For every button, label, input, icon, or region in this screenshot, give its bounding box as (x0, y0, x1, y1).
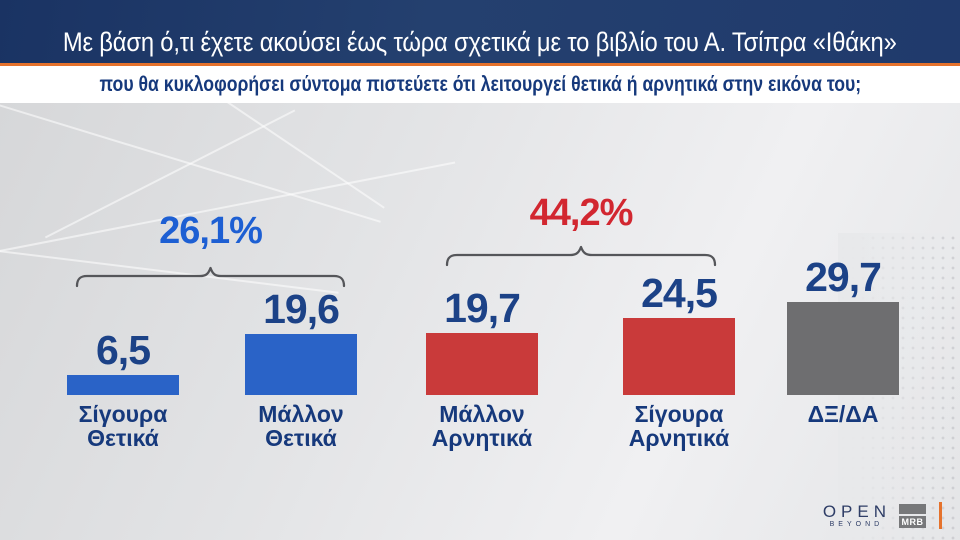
bar-category-label: ΔΞ/ΔΑ (750, 401, 936, 427)
bar (787, 302, 899, 395)
orange-accent-line (939, 502, 942, 529)
bar-category-label: Σίγουρα Θετικά (30, 401, 216, 451)
bar-group-4: 24,5 Σίγουρα Αρνητικά (586, 103, 772, 540)
mrb-logo-block (899, 503, 926, 514)
orange-divider (0, 63, 960, 66)
header-bar: Με βάση ό,τι έχετε ακούσει έως τώρα σχετ… (0, 0, 960, 63)
positive-total-label: 26,1% (159, 210, 263, 252)
subheader-bar: που θα κυκλοφορήσει σύντομα πιστεύετε ότ… (0, 66, 960, 103)
open-tv-logo: OPEN BEYOND (823, 503, 886, 529)
bar (67, 375, 179, 395)
bar-category-line: Θετικά (265, 424, 337, 451)
bar-group-5: 29,7 ΔΞ/ΔΑ (750, 103, 936, 540)
bar-category-line: Μάλλον (258, 401, 344, 427)
bar-group-2: 19,6 Μάλλον Θετικά (208, 103, 394, 540)
mrb-logo-text: MRB (899, 515, 926, 528)
bar (623, 318, 735, 395)
bar (426, 333, 538, 395)
bar-value-label: 19,7 (444, 285, 521, 331)
page-title: Με βάση ό,τι έχετε ακούσει έως τώρα σχετ… (63, 27, 897, 57)
bar-category-line: ΔΞ/ΔΑ (807, 401, 879, 427)
bar-value-label: 6,5 (96, 327, 151, 373)
mrb-logo: MRB (899, 503, 926, 528)
bar-category-line: Σίγουρα (634, 401, 724, 427)
negative-group-brace-icon (445, 243, 717, 272)
bar-category-line: Αρνητικά (431, 424, 533, 451)
bar-category-line: Θετικά (87, 424, 159, 451)
bar-category-label: Μάλλον Αρνητικά (389, 401, 575, 451)
bar (245, 334, 357, 395)
bar-value-label: 29,7 (805, 254, 882, 300)
bar-category-line: Μάλλον (439, 401, 525, 427)
open-logo-tagline: BEYOND (829, 520, 884, 528)
branding: OPEN BEYOND MRB (823, 502, 942, 529)
bar-value-label: 24,5 (641, 270, 718, 316)
bar-group-1: 6,5 Σίγουρα Θετικά (30, 103, 216, 540)
bar-group-3: 19,7 Μάλλον Αρνητικά (389, 103, 575, 540)
negative-total-label: 44,2% (529, 192, 634, 234)
bar-category-line: Σίγουρα (78, 401, 168, 427)
bar-category-label: Σίγουρα Αρνητικά (586, 401, 772, 451)
page-subtitle: που θα κυκλοφορήσει σύντομα πιστεύετε ότ… (99, 72, 861, 96)
bar-chart: 26,1% 44,2% 6,5 Σίγουρα Θετικά 19,6 Μάλλον Θε… (0, 103, 960, 540)
bar-category-line: Αρνητικά (628, 424, 730, 451)
bar-value-label: 19,6 (263, 286, 340, 332)
positive-group-brace-icon (75, 264, 346, 293)
bar-category-label: Μάλλον Θετικά (208, 401, 394, 451)
open-logo-text: OPEN (822, 501, 891, 521)
